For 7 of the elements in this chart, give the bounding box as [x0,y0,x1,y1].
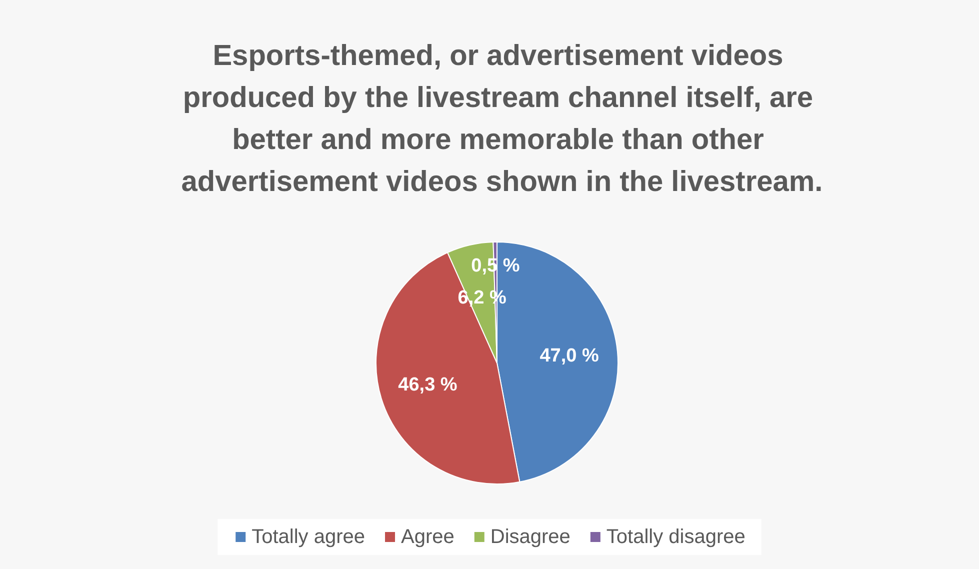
data-label: 46,3 % [398,374,458,396]
legend-label: Totally disagree [606,526,746,548]
legend-label: Disagree [490,526,570,548]
legend-label: Totally agree [252,526,366,548]
chart-title: Esports-themed, or advertisement videos produced by the livestream channel itself, are better and more memorable than other advertisement videos shown in the livestream. [181,40,823,198]
data-label: 47,0 % [540,346,599,367]
legend-label: Agree [401,526,454,548]
